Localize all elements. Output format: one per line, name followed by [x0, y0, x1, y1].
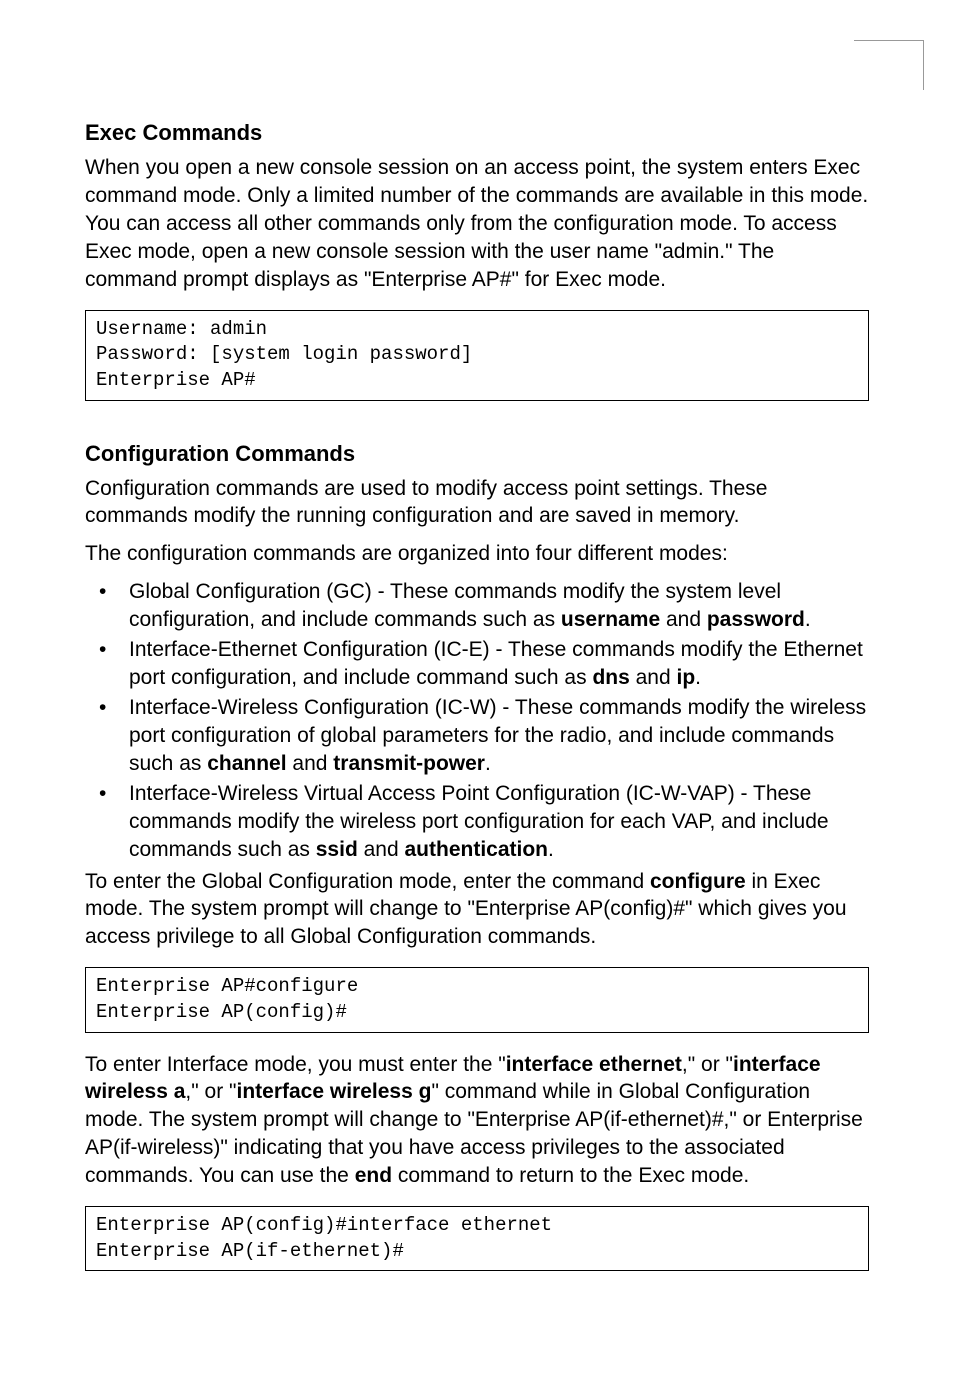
- code-block-configure: Enterprise AP#configure Enterprise AP(co…: [85, 967, 869, 1032]
- bullet-text: .: [485, 752, 491, 775]
- command-authentication: authentication: [405, 838, 549, 861]
- config-description-2: The configuration commands are organized…: [85, 540, 869, 568]
- section-title-config: Configuration Commands: [85, 441, 869, 467]
- command-channel: channel: [207, 752, 286, 775]
- command-dns: dns: [592, 666, 629, 689]
- global-config-paragraph: To enter the Global Configuration mode, …: [85, 868, 869, 952]
- list-item: Interface-Ethernet Configuration (IC-E) …: [85, 636, 869, 692]
- text-fragment: To enter Interface mode, you must enter …: [85, 1053, 506, 1076]
- page-corner-crop-mark: [854, 40, 924, 90]
- text-fragment: ," or ": [682, 1053, 733, 1076]
- command-interface-wireless-g: interface wireless g: [237, 1080, 432, 1103]
- command-configure: configure: [650, 870, 746, 893]
- command-ip: ip: [677, 666, 696, 689]
- bullet-text: and: [287, 752, 334, 775]
- bullet-text: and: [630, 666, 677, 689]
- list-item: Interface-Wireless Configuration (IC-W) …: [85, 694, 869, 778]
- bullet-text: .: [805, 608, 811, 631]
- interface-mode-paragraph: To enter Interface mode, you must enter …: [85, 1051, 869, 1191]
- list-item: Global Configuration (GC) - These comman…: [85, 578, 869, 634]
- command-username: username: [561, 608, 660, 631]
- text-fragment: To enter the Global Configuration mode, …: [85, 870, 650, 893]
- command-end: end: [355, 1164, 392, 1187]
- bullet-text: Interface-Ethernet Configuration (IC-E) …: [129, 638, 863, 689]
- section-title-exec: Exec Commands: [85, 120, 869, 146]
- code-block-exec-login: Username: admin Password: [system login …: [85, 310, 869, 401]
- command-transmit-power: transmit-power: [333, 752, 485, 775]
- bullet-text: and: [660, 608, 707, 631]
- command-ssid: ssid: [316, 838, 358, 861]
- bullet-text: .: [548, 838, 554, 861]
- config-modes-list: Global Configuration (GC) - These comman…: [85, 578, 869, 863]
- bullet-text: .: [695, 666, 701, 689]
- command-password: password: [707, 608, 805, 631]
- config-description-1: Configuration commands are used to modif…: [85, 475, 869, 531]
- code-block-interface-ethernet: Enterprise AP(config)#interface ethernet…: [85, 1206, 869, 1271]
- command-interface-ethernet: interface ethernet: [506, 1053, 682, 1076]
- bullet-text: and: [358, 838, 405, 861]
- exec-description: When you open a new console session on a…: [85, 154, 869, 294]
- page-content: Exec Commands When you open a new consol…: [0, 0, 954, 1271]
- text-fragment: ," or ": [185, 1080, 236, 1103]
- text-fragment: command to return to the Exec mode.: [392, 1164, 749, 1187]
- list-item: Interface-Wireless Virtual Access Point …: [85, 780, 869, 864]
